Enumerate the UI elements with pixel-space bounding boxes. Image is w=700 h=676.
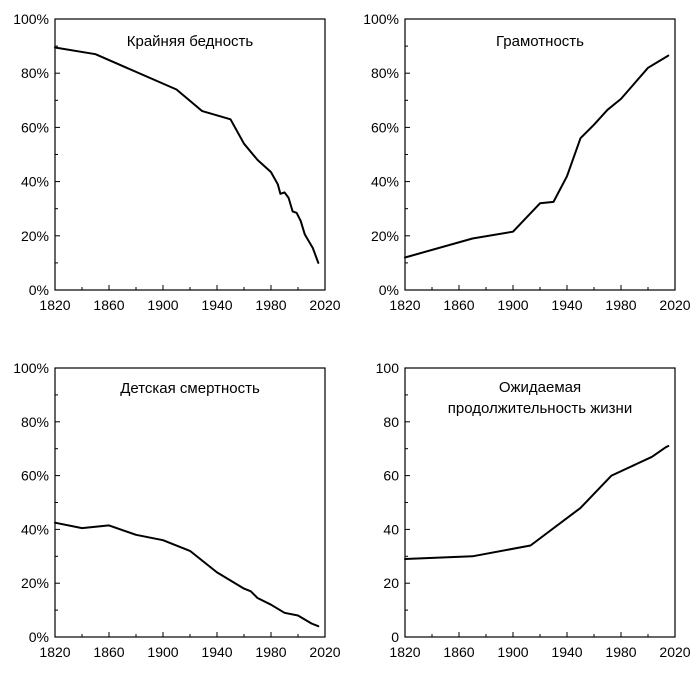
y-tick-label: 100% bbox=[13, 360, 49, 376]
series-line bbox=[54, 46, 320, 264]
x-tick-label: 1900 bbox=[497, 297, 528, 313]
x-tick-label: 2020 bbox=[309, 644, 340, 660]
x-tick-label: 1900 bbox=[147, 644, 178, 660]
x-tick-label: 1940 bbox=[551, 644, 582, 660]
chart-title: Грамотность bbox=[496, 33, 584, 50]
series-line bbox=[54, 521, 320, 628]
x-tick-label: 1940 bbox=[201, 644, 232, 660]
y-tick-label: 60% bbox=[21, 468, 49, 484]
y-tick-label: 0 bbox=[391, 629, 399, 645]
x-tick-label: 1940 bbox=[551, 297, 582, 313]
y-tick-label: 80% bbox=[21, 65, 49, 81]
y-tick-label: 0% bbox=[29, 282, 49, 298]
x-tick-label: 1860 bbox=[93, 644, 124, 660]
x-tick-label: 2020 bbox=[659, 644, 690, 660]
y-tick-label: 100% bbox=[363, 11, 399, 27]
chart-title: Ожидаемая bbox=[499, 379, 581, 396]
y-tick-label: 60% bbox=[21, 119, 49, 135]
x-tick-label: 1820 bbox=[39, 644, 70, 660]
x-tick-label: 2020 bbox=[659, 297, 690, 313]
chart-literacy: 0% 20% 40% 60% 80% 100% 1820 1860 1900 1940 1980 20… bbox=[363, 11, 691, 313]
x-tick-label: 1980 bbox=[605, 644, 636, 660]
x-tick-label: 1900 bbox=[147, 297, 178, 313]
chart-title: Детская смертность bbox=[120, 380, 260, 397]
x-tick-label: 1980 bbox=[255, 644, 286, 660]
plot-frame bbox=[54, 18, 326, 291]
y-tick-label: 60% bbox=[371, 119, 399, 135]
chart-extreme-poverty: 0% 20% 40% 60% 80% 100% 1820 1860 1900 1940 1980 20… bbox=[13, 11, 341, 313]
series-line bbox=[404, 54, 670, 259]
y-tick-label: 60 bbox=[383, 468, 399, 484]
x-tick-label: 1820 bbox=[39, 297, 70, 313]
chart-life-expectancy: 0 20 40 60 80 100 1820 1860 1900 1940 1980 2020 Ожид… bbox=[376, 360, 691, 660]
y-tick-label: 80 bbox=[383, 414, 399, 430]
y-tick-label: 40% bbox=[21, 521, 49, 537]
x-tick-label: 1860 bbox=[443, 644, 474, 660]
y-tick-label: 100% bbox=[13, 11, 49, 27]
series-line bbox=[404, 445, 670, 560]
chart-title: Крайняя бедность bbox=[127, 33, 254, 50]
chart-title: продолжительность жизни bbox=[448, 400, 632, 417]
y-tick-label: 40 bbox=[383, 521, 399, 537]
chart-child-mortality: 0% 20% 40% 60% 80% 100% 1820 1860 1900 1940 1980 20… bbox=[13, 360, 341, 660]
x-tick-label: 1980 bbox=[255, 297, 286, 313]
y-tick-label: 20 bbox=[383, 575, 399, 591]
x-tick-label: 1980 bbox=[605, 297, 636, 313]
y-tick-label: 80% bbox=[371, 65, 399, 81]
y-tick-label: 80% bbox=[21, 414, 49, 430]
x-tick-label: 1820 bbox=[389, 644, 420, 660]
x-tick-label: 1820 bbox=[389, 297, 420, 313]
y-tick-label: 40% bbox=[21, 174, 49, 190]
y-tick-label: 20% bbox=[21, 575, 49, 591]
y-tick-label: 20% bbox=[371, 228, 399, 244]
plot-frame bbox=[54, 367, 326, 638]
y-tick-label: 20% bbox=[21, 228, 49, 244]
y-tick-label: 0% bbox=[29, 629, 49, 645]
x-tick-label: 1860 bbox=[443, 297, 474, 313]
x-tick-label: 2020 bbox=[309, 297, 340, 313]
y-tick-label: 40% bbox=[371, 174, 399, 190]
y-tick-label: 100 bbox=[376, 360, 400, 376]
x-tick-label: 1940 bbox=[201, 297, 232, 313]
y-tick-label: 0% bbox=[379, 282, 399, 298]
x-tick-label: 1900 bbox=[497, 644, 528, 660]
plot-frame bbox=[404, 18, 676, 291]
x-tick-label: 1860 bbox=[93, 297, 124, 313]
